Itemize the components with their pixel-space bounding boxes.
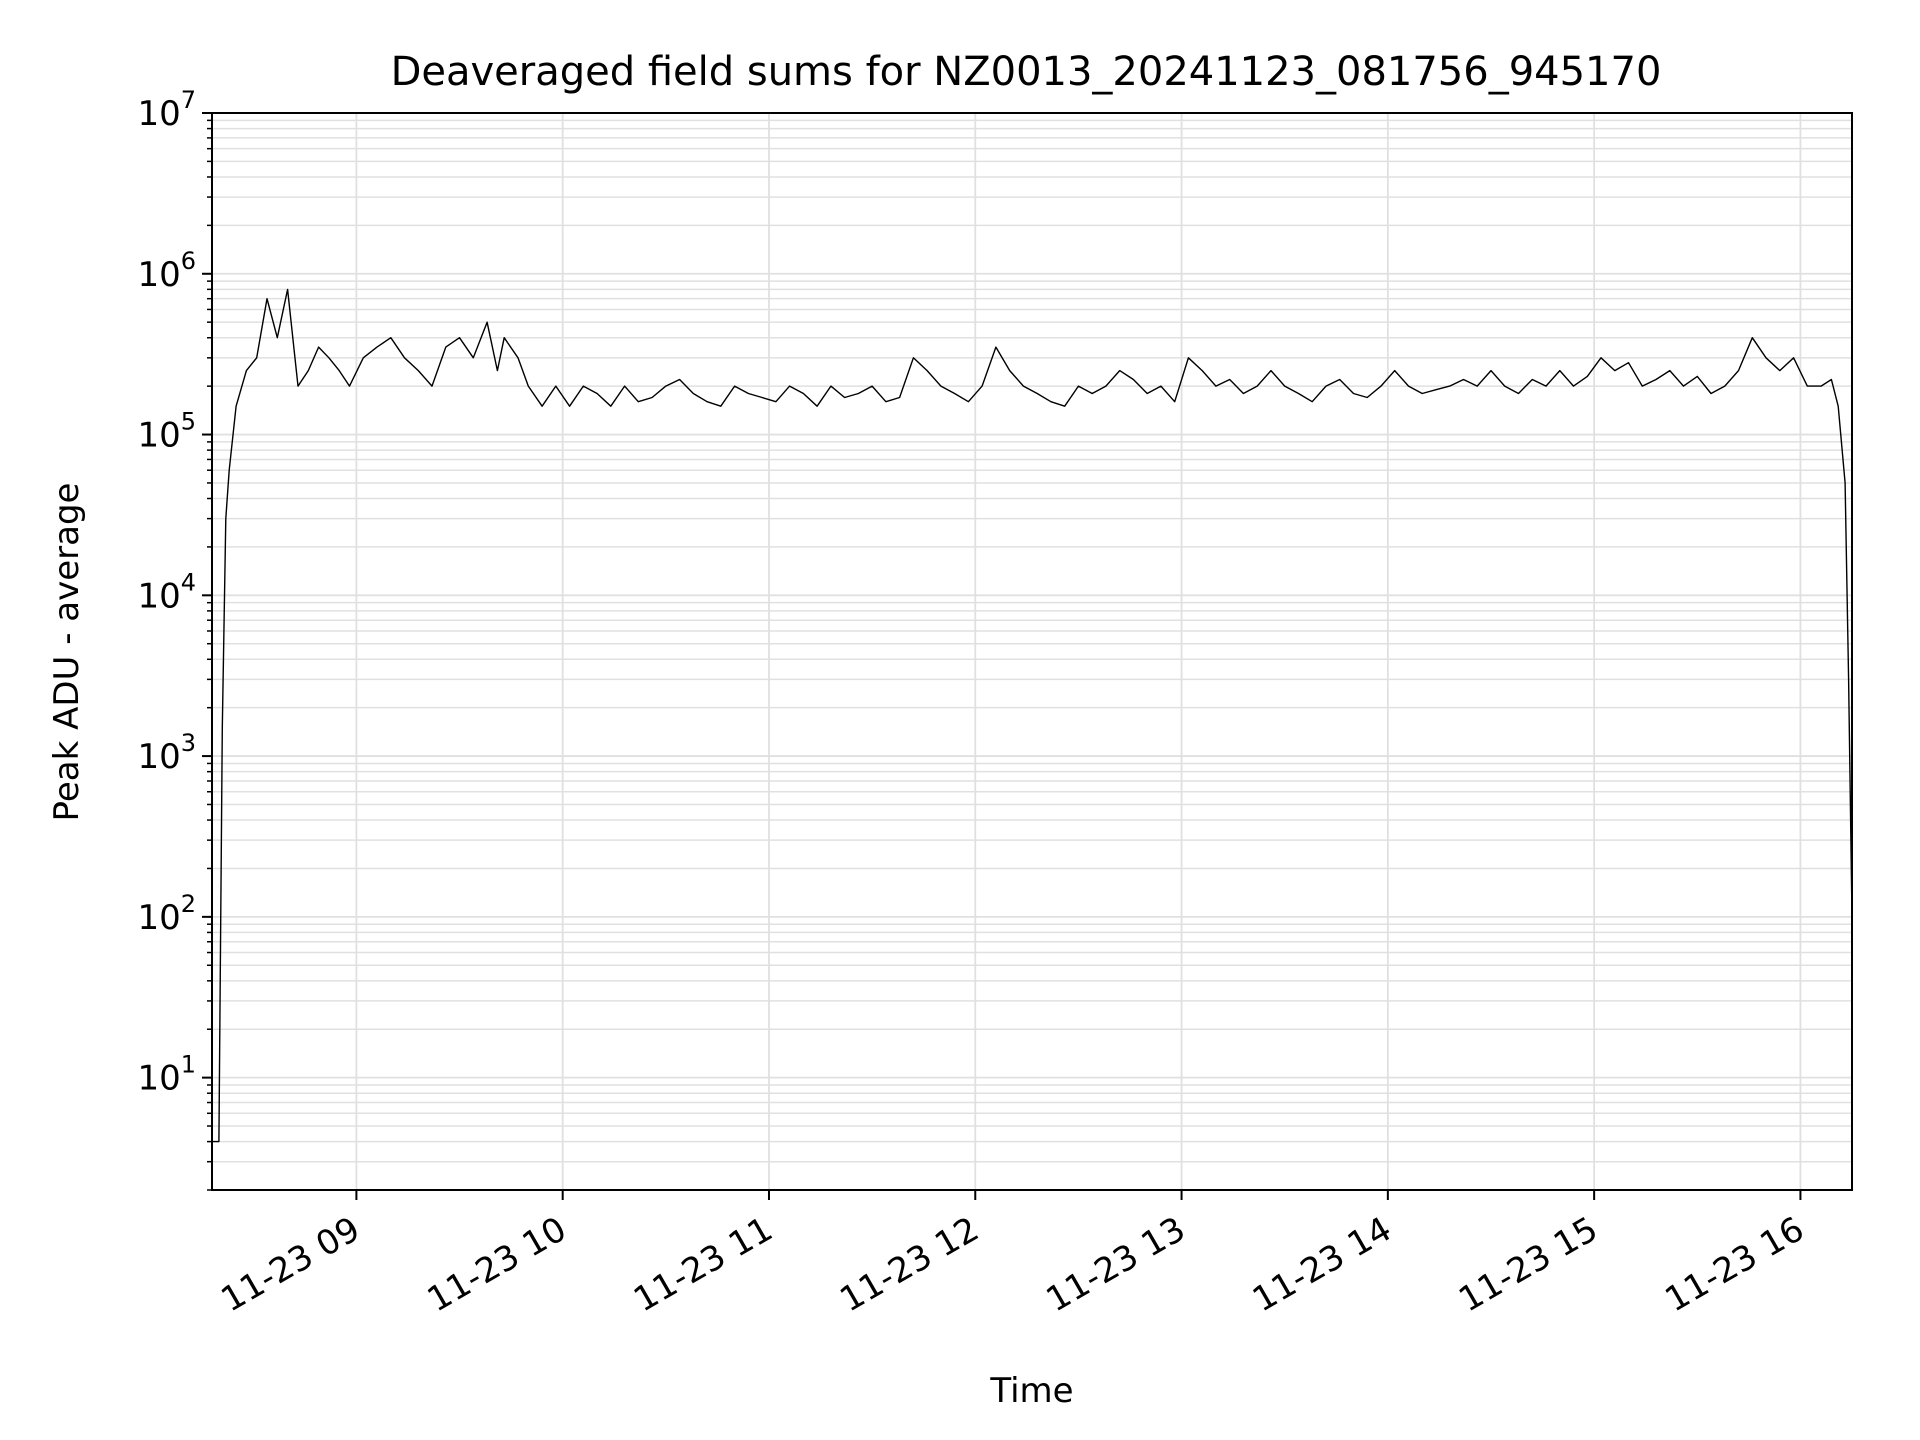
- y-tick-label: 107: [137, 86, 196, 134]
- y-axis-label: Peak ADU - average: [47, 483, 87, 822]
- y-tick-label: 106: [137, 247, 196, 295]
- chart-title: Deaveraged field sums for NZ0013_2024112…: [391, 49, 1662, 95]
- grid-lines: [212, 112, 1852, 1191]
- y-tick-label: 101: [137, 1051, 196, 1099]
- y-tick-label: 105: [137, 408, 196, 456]
- y-tick-label: 102: [137, 890, 196, 938]
- y-tick-label: 103: [137, 729, 196, 777]
- plot-frame: [211, 112, 1853, 1191]
- x-axis-label: Time: [989, 1371, 1073, 1411]
- y-tick-label: 104: [137, 568, 196, 616]
- series-line: [212, 288, 1853, 1143]
